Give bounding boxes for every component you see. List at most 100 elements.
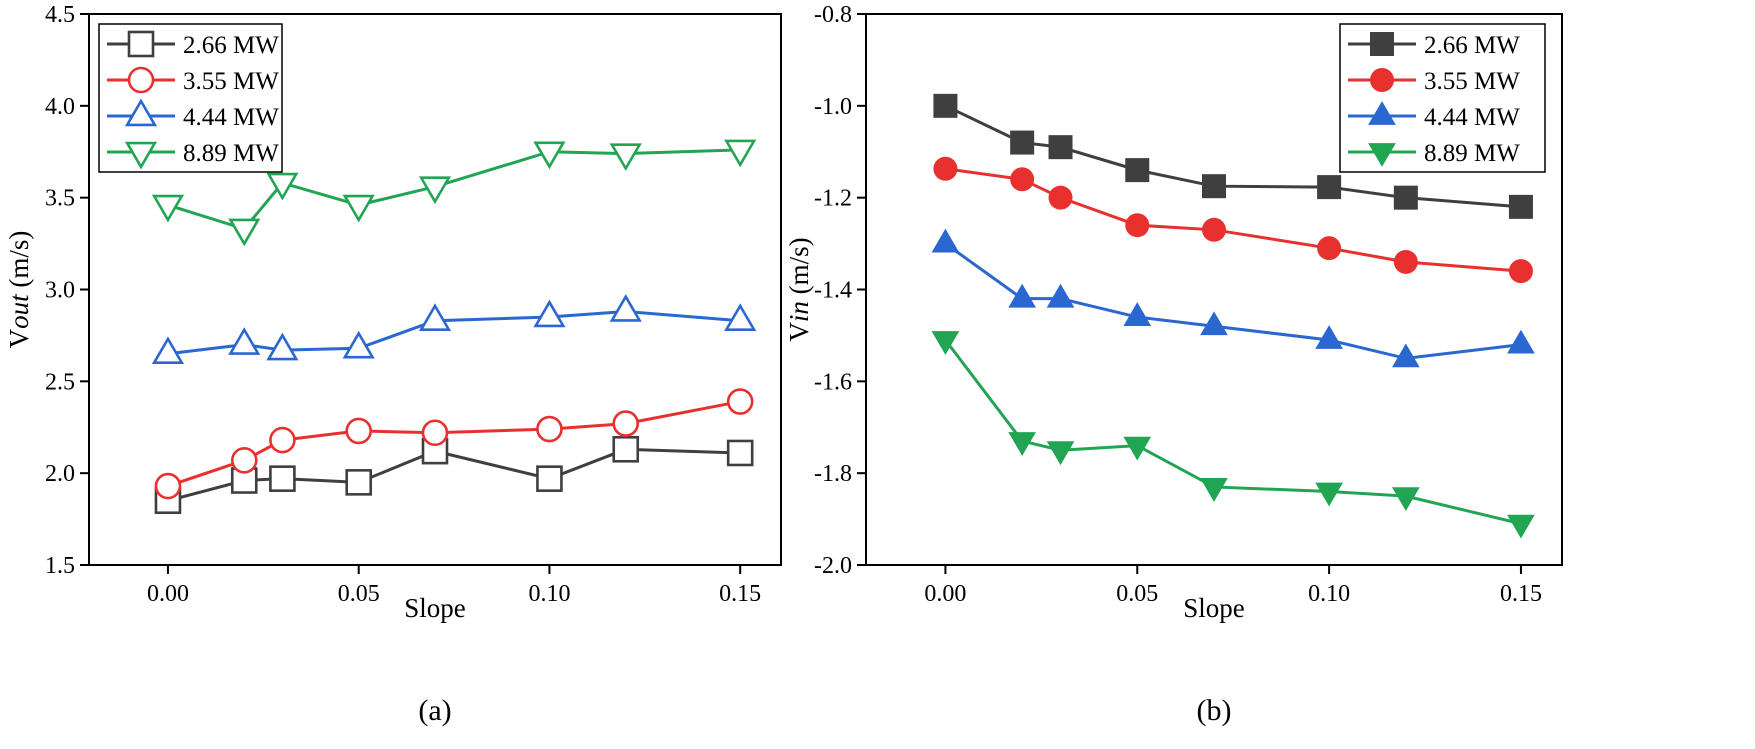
- data-point: [1200, 478, 1228, 502]
- x-tick-label: 0.00: [924, 581, 966, 607]
- data-point: [1317, 175, 1342, 200]
- data-point: [1008, 432, 1036, 456]
- data-point: [1010, 167, 1035, 192]
- x-tick-label: 0.10: [1308, 581, 1350, 607]
- legend-marker: [1370, 32, 1394, 56]
- legend-marker: [124, 141, 158, 170]
- y-axis-title-suffix: (m/s): [4, 231, 34, 295]
- data-point: [1046, 283, 1075, 308]
- data-point: [154, 472, 182, 500]
- chart-panel-a: 0.00 0.05 0.10 0.15 1.5 2.0 2.5 3.0 3.5 4.0 4.5 Slo…: [4, 2, 782, 727]
- data-point: [933, 156, 958, 181]
- legend-label: 4.44 MW: [1424, 104, 1520, 131]
- data-point: [1508, 194, 1533, 219]
- data-point: [726, 388, 754, 415]
- y-axis-title-suffix: (m/s): [784, 237, 814, 301]
- legend-label: 2.66 MW: [1424, 32, 1520, 59]
- series-8-89-mw: [931, 331, 1535, 539]
- y-axis-title: Vin (m/s): [784, 237, 814, 341]
- data-point: [228, 218, 261, 247]
- y-axis-title-italic: in: [784, 301, 814, 322]
- chart-panel-b: 0.00 0.05 0.10 0.15 -2.0 -1.8 -1.6 -1.4 -1.2 -1.0…: [784, 2, 1563, 727]
- x-axis-title: Slope: [404, 593, 466, 623]
- data-point: [421, 419, 449, 447]
- data-point: [1123, 302, 1152, 326]
- x-tick-label: 0.00: [147, 581, 189, 607]
- legend-marker: [124, 98, 158, 127]
- data-point: [724, 139, 757, 168]
- data-point: [418, 303, 452, 331]
- legend-label: 2.66 MW: [183, 32, 279, 59]
- y-tick-label: 2.0: [45, 461, 75, 487]
- data-point: [1393, 185, 1418, 210]
- data-point: [536, 465, 563, 492]
- data-point: [1200, 311, 1228, 336]
- y-tick-label: 1.5: [45, 553, 75, 579]
- series-line: [944, 339, 1522, 526]
- y-tick-label: 3.0: [45, 278, 75, 304]
- data-point: [726, 439, 754, 467]
- y-axis-title-prefix: V: [784, 322, 814, 342]
- data-point: [230, 447, 258, 474]
- data-point: [151, 194, 185, 223]
- data-point: [1507, 329, 1535, 354]
- data-point: [151, 336, 185, 365]
- data-point: [1008, 283, 1036, 308]
- y-tick-label: -1.0: [814, 94, 852, 120]
- data-point: [1317, 236, 1342, 261]
- y-tick-label: -1.4: [814, 278, 852, 304]
- y-tick-label: -1.8: [814, 461, 852, 487]
- x-axis-title: Slope: [1183, 593, 1245, 623]
- y-tick-label: 4.0: [45, 94, 75, 120]
- x-tick-label: 0.10: [528, 581, 570, 607]
- y-tick-label: 2.5: [45, 369, 75, 395]
- y-tick-label: 3.5: [45, 186, 75, 212]
- data-point: [1393, 249, 1418, 274]
- x-tick-label: 0.15: [1500, 581, 1542, 607]
- y-tick-label: -1.2: [814, 186, 852, 212]
- series-3-55-mw: [933, 156, 1533, 284]
- x-tick-label: 0.05: [338, 581, 380, 607]
- data-point: [612, 435, 640, 463]
- data-point: [1010, 130, 1035, 155]
- data-point: [1508, 259, 1533, 284]
- data-point: [342, 194, 375, 223]
- data-point: [612, 410, 640, 437]
- data-point: [1048, 185, 1073, 210]
- y-tick-label: -2.0: [814, 553, 852, 579]
- data-point: [1315, 325, 1343, 349]
- data-point: [533, 299, 566, 328]
- legend-marker: [127, 30, 155, 58]
- data-point: [1123, 436, 1152, 461]
- data-point: [1392, 343, 1420, 368]
- data-point: [1315, 482, 1343, 507]
- panel-label: (a): [418, 694, 451, 727]
- series-8-89-mw: [151, 139, 757, 247]
- data-point: [724, 303, 757, 331]
- data-point: [1392, 487, 1420, 512]
- y-axis-title-italic: out: [4, 293, 34, 329]
- data-point: [1125, 213, 1150, 238]
- panel-label: (b): [1197, 694, 1232, 727]
- data-point: [269, 465, 296, 492]
- series-3-55-mw: [154, 388, 754, 500]
- data-point: [1046, 441, 1075, 466]
- data-point: [418, 176, 452, 205]
- data-point: [345, 417, 373, 445]
- data-point: [266, 332, 299, 361]
- data-point: [345, 469, 373, 496]
- data-point: [536, 415, 563, 443]
- data-point: [609, 143, 642, 172]
- legend-label: 4.44 MW: [183, 104, 279, 131]
- x-tick-label: 0.15: [719, 581, 761, 607]
- y-tick-label: -0.8: [814, 2, 852, 28]
- series-4-44-mw: [151, 294, 757, 365]
- x-tick-label: 0.05: [1116, 581, 1158, 607]
- data-point: [931, 228, 960, 253]
- y-tick-label: 4.5: [45, 2, 75, 28]
- data-point: [1507, 514, 1535, 539]
- data-point: [1125, 158, 1150, 183]
- series-4-44-mw: [931, 228, 1535, 368]
- data-point: [609, 294, 642, 322]
- legend-marker: [127, 66, 155, 94]
